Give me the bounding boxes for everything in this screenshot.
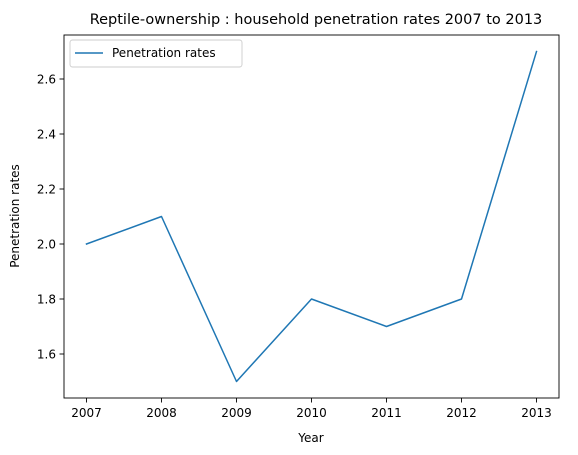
x-tick-label: 2008	[146, 406, 177, 420]
y-tick-label: 1.6	[37, 347, 56, 361]
plot-area	[63, 34, 560, 399]
y-tick-label: 2.2	[37, 182, 56, 196]
legend-box	[69, 39, 243, 68]
y-axis: 1.6 1.8 2.0 2.2 2.4 2.6	[37, 72, 64, 361]
legend: Penetration rates	[69, 39, 243, 68]
chart-title: Reptile-ownership : household penetratio…	[90, 12, 543, 28]
x-tick-label: 2012	[446, 406, 477, 420]
x-axis: 2007 2008 2009 2010 2011 2012 2013	[71, 398, 552, 420]
y-axis-label: Penetration rates	[8, 164, 22, 268]
y-tick-label: 2.0	[37, 237, 56, 251]
series-layer	[85, 50, 538, 383]
y-tick-label: 2.4	[37, 127, 56, 141]
x-tick-label: 2011	[371, 406, 402, 420]
x-tick-label: 2007	[71, 406, 102, 420]
legend-label: Penetration rates	[112, 46, 216, 60]
x-tick-label: 2010	[296, 406, 327, 420]
x-tick-label: 2013	[521, 406, 552, 420]
x-axis-label: Year	[297, 431, 323, 445]
x-tick-label: 2009	[221, 406, 252, 420]
y-tick-label: 1.8	[37, 292, 56, 306]
y-tick-label: 2.6	[37, 72, 56, 86]
